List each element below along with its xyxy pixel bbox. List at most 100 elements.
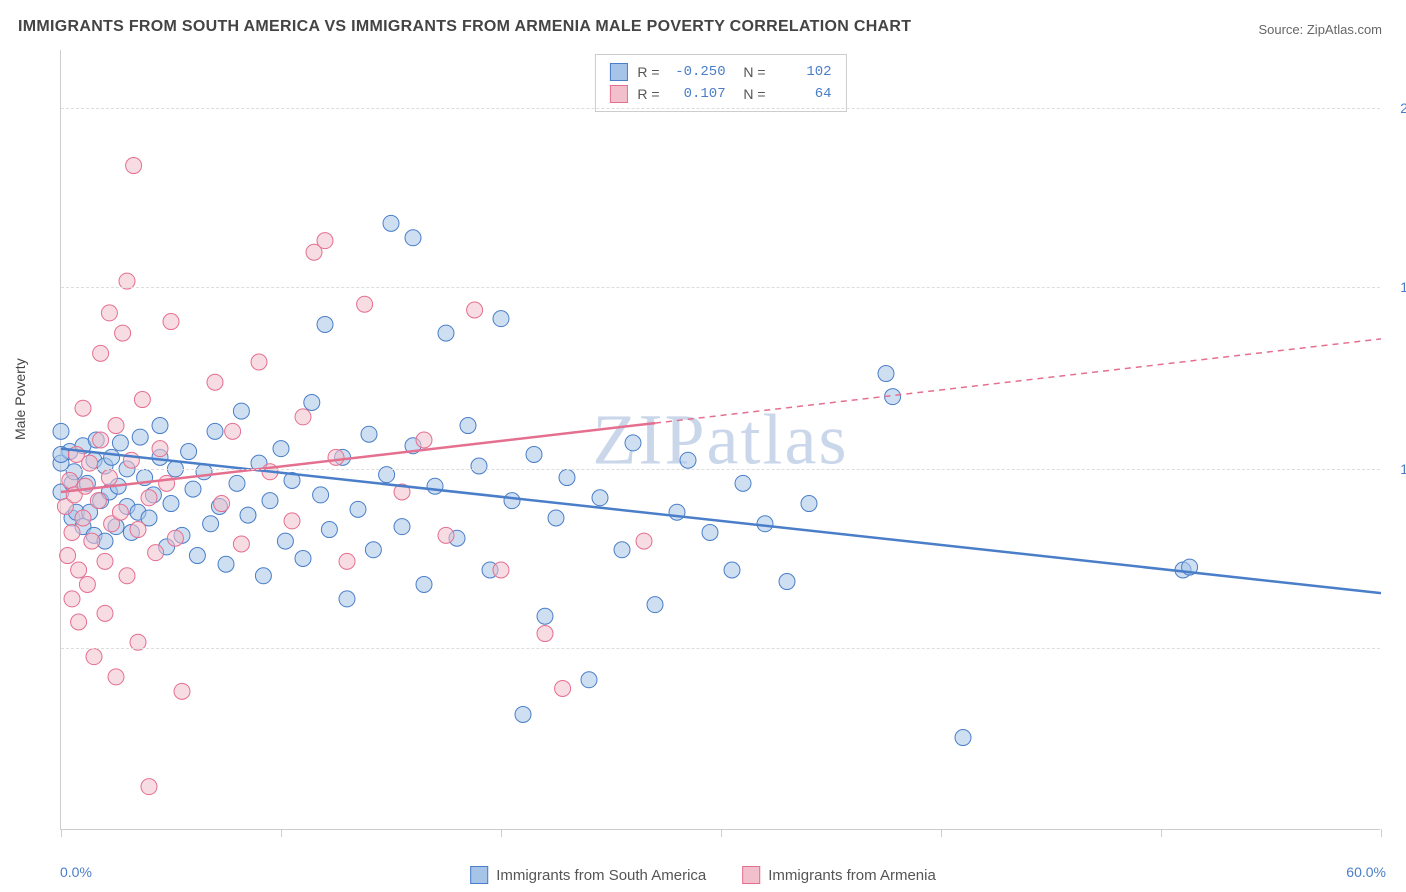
data-point — [141, 490, 157, 506]
data-point — [416, 576, 432, 592]
data-point — [152, 418, 168, 434]
data-point — [108, 669, 124, 685]
data-point — [101, 470, 117, 486]
data-point — [53, 423, 69, 439]
y-tick-label: 25.0% — [1385, 100, 1406, 116]
data-point — [90, 493, 106, 509]
chart-title: IMMIGRANTS FROM SOUTH AMERICA VS IMMIGRA… — [18, 18, 911, 36]
data-point — [163, 314, 179, 330]
data-point — [779, 574, 795, 590]
x-tick — [721, 829, 722, 837]
legend-r-value: 0.107 — [670, 83, 726, 105]
data-point — [218, 556, 234, 572]
data-point — [119, 568, 135, 584]
legend-item: Immigrants from South America — [470, 866, 706, 884]
legend-n-value: 64 — [776, 83, 832, 105]
data-point — [394, 519, 410, 535]
data-point — [112, 435, 128, 451]
data-point — [555, 680, 571, 696]
data-point — [148, 545, 164, 561]
data-point — [189, 548, 205, 564]
y-axis-label: Male Poverty — [12, 358, 28, 440]
data-point — [273, 441, 289, 457]
data-point — [735, 475, 751, 491]
data-point — [167, 530, 183, 546]
data-point — [647, 597, 663, 613]
data-point — [537, 626, 553, 642]
data-point — [159, 475, 175, 491]
data-point — [207, 423, 223, 439]
x-tick — [501, 829, 502, 837]
data-point — [614, 542, 630, 558]
data-point — [86, 649, 102, 665]
data-point — [233, 403, 249, 419]
legend-n-label: N = — [736, 61, 766, 83]
data-point — [724, 562, 740, 578]
data-point — [203, 516, 219, 532]
data-point — [321, 522, 337, 538]
legend-r-label: R = — [637, 83, 659, 105]
legend-swatch — [470, 866, 488, 884]
data-point — [438, 325, 454, 341]
data-point — [801, 496, 817, 512]
gridline — [61, 648, 1380, 649]
x-tick — [61, 829, 62, 837]
data-point — [295, 409, 311, 425]
data-point — [225, 423, 241, 439]
y-tick-label: 18.8% — [1385, 279, 1406, 295]
data-point — [328, 449, 344, 465]
legend-label: Immigrants from Armenia — [768, 867, 936, 884]
gridline — [61, 287, 1380, 288]
legend-r-value: -0.250 — [670, 61, 726, 83]
data-point — [163, 496, 179, 512]
data-point — [75, 400, 91, 416]
data-point — [438, 527, 454, 543]
data-point — [405, 230, 421, 246]
data-point — [427, 478, 443, 494]
data-point — [592, 490, 608, 506]
data-point — [493, 562, 509, 578]
trend-line-dashed — [655, 339, 1381, 423]
data-point — [93, 345, 109, 361]
legend-swatch — [609, 85, 627, 103]
x-tick — [1381, 829, 1382, 837]
legend-n-label: N = — [736, 83, 766, 105]
legend-swatch — [609, 63, 627, 81]
data-point — [152, 441, 168, 457]
data-point — [350, 501, 366, 517]
data-point — [702, 524, 718, 540]
gridline — [61, 108, 1380, 109]
data-point — [207, 374, 223, 390]
gridline — [61, 469, 1380, 470]
data-point — [101, 305, 117, 321]
legend-item: Immigrants from Armenia — [742, 866, 936, 884]
data-point — [185, 481, 201, 497]
legend-swatch — [742, 866, 760, 884]
data-point — [233, 536, 249, 552]
legend-label: Immigrants from South America — [496, 867, 706, 884]
data-point — [104, 449, 120, 465]
data-point — [471, 458, 487, 474]
data-point — [214, 496, 230, 512]
x-tick — [941, 829, 942, 837]
data-point — [112, 504, 128, 520]
data-point — [878, 366, 894, 382]
data-point — [79, 576, 95, 592]
data-point — [526, 446, 542, 462]
data-point — [60, 548, 76, 564]
data-point — [93, 432, 109, 448]
data-point — [680, 452, 696, 468]
correlation-legend: R = -0.250 N = 102 R = 0.107 N = 64 — [594, 54, 846, 112]
y-tick-label: 12.5% — [1385, 461, 1406, 477]
data-point — [559, 470, 575, 486]
legend-n-value: 102 — [776, 61, 832, 83]
data-point — [361, 426, 377, 442]
data-point — [284, 513, 300, 529]
data-point — [64, 524, 80, 540]
x-tick — [281, 829, 282, 837]
x-axis-max-label: 60.0% — [1346, 864, 1386, 880]
data-point — [84, 533, 100, 549]
data-point — [115, 325, 131, 341]
data-point — [77, 478, 93, 494]
series-legend: Immigrants from South America Immigrants… — [470, 866, 936, 884]
